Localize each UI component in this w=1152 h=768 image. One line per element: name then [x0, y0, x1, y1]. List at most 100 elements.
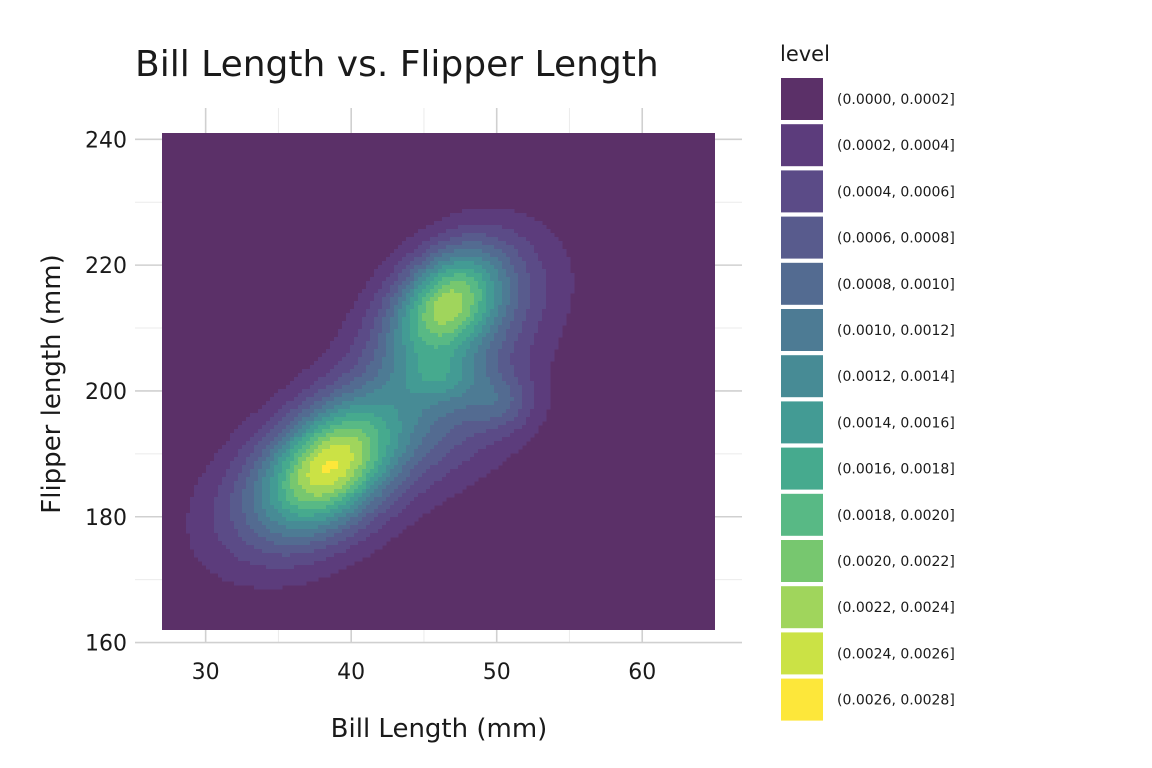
density-cell [502, 321, 507, 326]
density-cell [242, 449, 247, 454]
density-cell [534, 369, 539, 374]
density-cell [350, 369, 355, 374]
density-cell [258, 549, 263, 554]
density-cell [394, 389, 399, 394]
density-cell [526, 229, 531, 234]
density-cell [322, 525, 327, 530]
density-cell [406, 445, 411, 450]
density-cell [382, 365, 387, 370]
density-cell [274, 545, 279, 550]
density-cell [342, 473, 347, 478]
density-cell [374, 333, 379, 338]
density-cell [542, 389, 547, 394]
density-cell [474, 473, 479, 478]
density-cell [350, 433, 355, 438]
density-cell [334, 393, 339, 398]
density-cell [430, 293, 435, 298]
density-cell [374, 309, 379, 314]
density-cell [378, 457, 383, 462]
density-cell [234, 437, 239, 442]
density-cell [254, 437, 259, 442]
density-cell [330, 425, 335, 430]
density-cell [490, 249, 495, 254]
density-cell [402, 317, 407, 322]
density-cell [530, 293, 535, 298]
density-cell [310, 553, 315, 558]
density-cell [510, 325, 515, 330]
density-cell [262, 545, 267, 550]
density-cell [530, 257, 535, 262]
density-cell [354, 521, 359, 526]
density-cell [330, 453, 335, 458]
density-cell [426, 473, 431, 478]
density-cell [206, 505, 211, 510]
density-cell [202, 497, 207, 502]
density-cell [406, 513, 411, 518]
density-cell [462, 349, 467, 354]
density-cell [430, 329, 435, 334]
density-cell [414, 381, 419, 386]
density-cell [558, 301, 563, 306]
density-cell [418, 445, 423, 450]
density-cell [478, 377, 483, 382]
density-cell [382, 461, 387, 466]
density-cell [214, 505, 219, 510]
density-cell [554, 309, 559, 314]
density-cell [242, 533, 247, 538]
density-cell [378, 477, 383, 482]
density-cell [510, 265, 515, 270]
density-cell [486, 385, 491, 390]
density-cell [334, 425, 339, 430]
density-cell [346, 497, 351, 502]
density-cell [230, 493, 235, 498]
density-cell [414, 397, 419, 402]
density-cell [334, 377, 339, 382]
density-cell [286, 493, 291, 498]
density-cell [542, 253, 547, 258]
density-cell [306, 401, 311, 406]
density-cell [462, 229, 467, 234]
density-cell [246, 509, 251, 514]
density-cell [370, 445, 375, 450]
density-cell [530, 321, 535, 326]
density-cell [286, 549, 291, 554]
density-cell [294, 485, 299, 490]
density-cell [346, 389, 351, 394]
density-cell [382, 329, 387, 334]
density-cell [234, 457, 239, 462]
density-cell [398, 261, 403, 266]
density-cell [410, 301, 415, 306]
density-cell [542, 261, 547, 266]
density-cell [298, 553, 303, 558]
density-cell [526, 269, 531, 274]
density-cell [362, 393, 367, 398]
density-cell [518, 257, 523, 262]
density-cell [530, 409, 535, 414]
density-cell [494, 273, 499, 278]
density-cell [298, 441, 303, 446]
density-cell [498, 401, 503, 406]
density-cell [494, 313, 499, 318]
density-cell [214, 529, 219, 534]
density-cell [390, 313, 395, 318]
density-cell [226, 473, 231, 478]
density-cell [446, 393, 451, 398]
density-cell [254, 433, 259, 438]
density-cell [422, 377, 427, 382]
density-cell [426, 285, 431, 290]
density-cell [502, 309, 507, 314]
density-cell [514, 369, 519, 374]
density-cell [410, 365, 415, 370]
density-cell [434, 409, 439, 414]
density-cell [394, 481, 399, 486]
density-cell [398, 273, 403, 278]
density-cell [422, 421, 427, 426]
density-cell [354, 337, 359, 342]
density-cell [470, 405, 475, 410]
density-cell [542, 309, 547, 314]
density-cell [258, 445, 263, 450]
density-cell [290, 409, 295, 414]
density-cell [478, 341, 483, 346]
density-cell [426, 449, 431, 454]
density-cell [342, 437, 347, 442]
